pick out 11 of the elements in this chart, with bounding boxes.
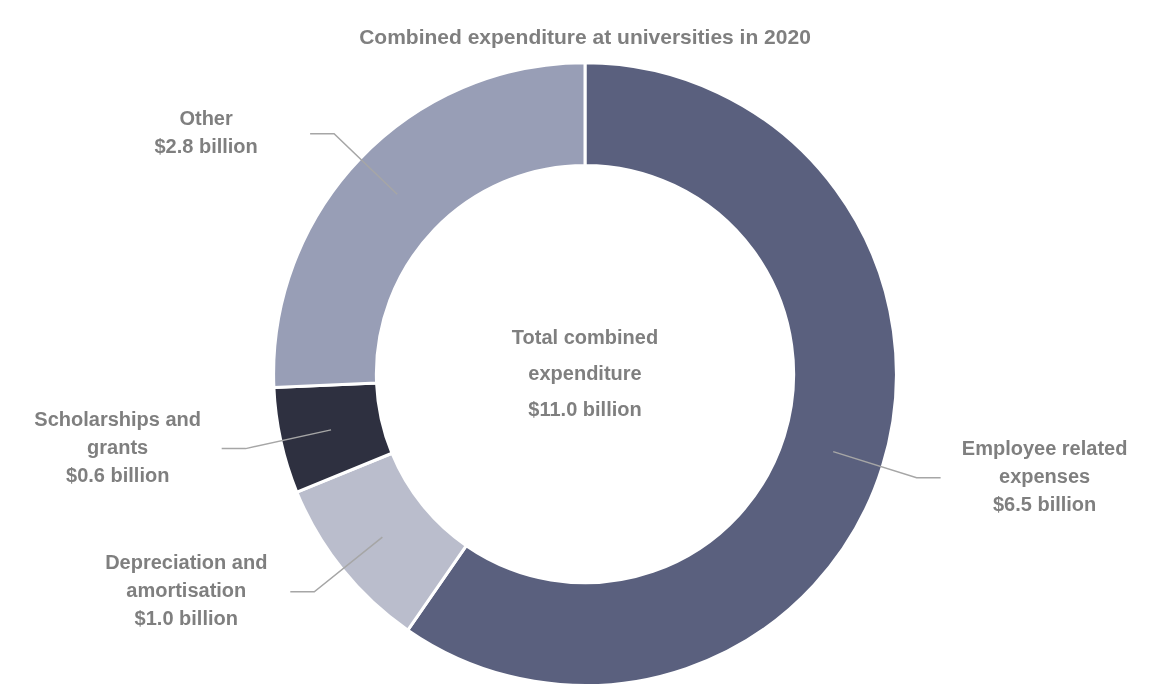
data-label: $0.6 billion: [66, 464, 170, 487]
data-label: $1.0 billion: [134, 607, 238, 630]
slice-label: Depreciation and amortisation: [105, 551, 268, 602]
chart-title: Combined expenditure at universities in 2020: [359, 25, 811, 49]
slice-label: Other: [179, 107, 233, 130]
data-label: $2.8 billion: [154, 135, 258, 158]
text: Total combined expenditure: [511, 325, 659, 384]
slice-label: Employee related expenses: [961, 437, 1128, 488]
data-label: $6.5 billion: [992, 493, 1097, 516]
slice-label: Scholarships and grants: [34, 408, 202, 459]
text: $11.0 billion: [528, 397, 642, 420]
